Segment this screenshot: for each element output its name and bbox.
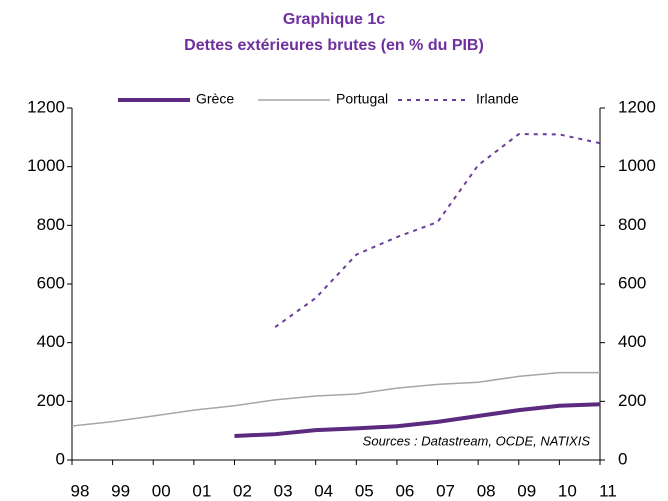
legend-label: Grèce	[196, 91, 234, 107]
x-tick-label: 04	[314, 481, 333, 500]
y2-tick-label: 400	[618, 332, 646, 351]
x-tick-label: 07	[436, 481, 455, 500]
x-tick-label: 05	[355, 481, 374, 500]
x-tick-label: 98	[71, 481, 90, 500]
y2-tick-label: 1000	[618, 156, 656, 175]
y2-tick-label: 200	[618, 391, 646, 410]
y-tick-label: 1200	[27, 97, 65, 116]
x-tick-label: 11	[599, 481, 617, 500]
y-tick-label: 800	[37, 215, 65, 234]
legend-label: Irlande	[476, 91, 519, 107]
chart-title: Graphique 1c	[283, 11, 385, 28]
x-tick-label: 99	[111, 481, 130, 500]
y-tick-label: 0	[56, 449, 65, 468]
y-tick-label: 200	[37, 391, 65, 410]
x-tick-label: 06	[395, 481, 414, 500]
y2-tick-label: 0	[618, 449, 627, 468]
x-tick-label: 01	[192, 481, 211, 500]
y-tick-label: 400	[37, 332, 65, 351]
source-note: Sources : Datastream, OCDE, NATIXIS	[363, 433, 591, 448]
y2-tick-label: 1200	[618, 97, 656, 116]
y2-tick-label: 600	[618, 273, 646, 292]
x-tick-label: 02	[233, 481, 252, 500]
x-tick-label: 08	[477, 481, 496, 500]
y-tick-label: 1000	[27, 156, 65, 175]
series-line	[234, 402, 601, 438]
series-line	[71, 371, 600, 427]
x-tick-label: 09	[517, 481, 536, 500]
chart-subtitle: Dettes extérieures brutes (en % du PIB)	[184, 37, 484, 54]
series-line	[274, 133, 601, 328]
x-tick-label: 00	[152, 481, 171, 500]
legend-label: Portugal	[336, 91, 388, 107]
x-tick-label: 03	[274, 481, 293, 500]
y-tick-label: 600	[37, 273, 65, 292]
x-tick-label: 10	[558, 481, 577, 500]
y2-tick-label: 800	[618, 215, 646, 234]
